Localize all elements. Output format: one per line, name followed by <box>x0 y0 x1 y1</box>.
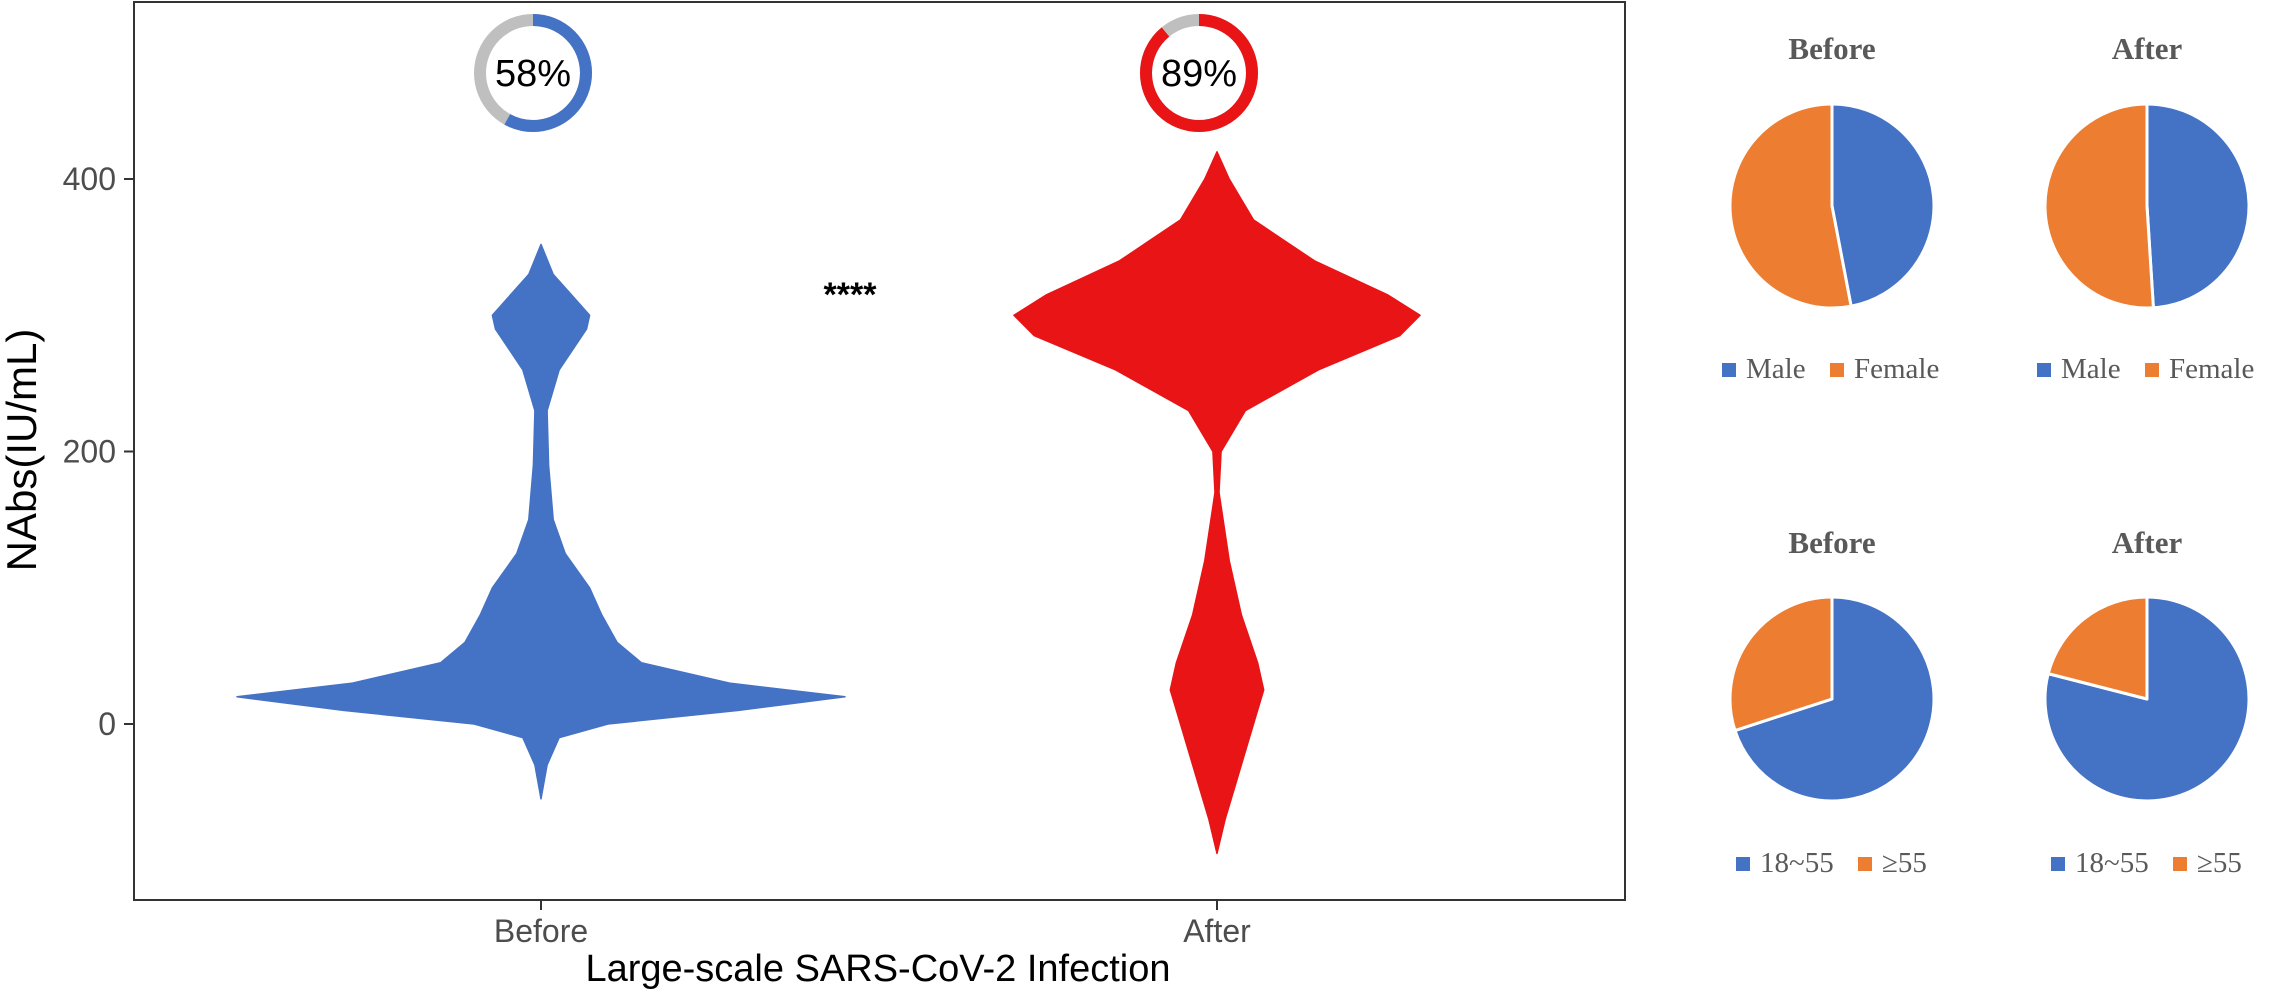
pie-slice <box>1830 102 1936 308</box>
legend-swatch <box>2037 363 2051 377</box>
violin-after <box>1013 151 1421 855</box>
significance-label: **** <box>824 276 878 314</box>
donut-percent-label: 89% <box>1161 53 1237 95</box>
y-axis-title: NAbs(IU/mL) <box>0 329 45 572</box>
plot-panel <box>133 1 1626 901</box>
pie-title: Before <box>1788 31 1875 66</box>
violin-before <box>236 243 846 800</box>
pie-slice <box>2046 595 2149 701</box>
donut-arc <box>1140 14 1258 132</box>
donut-arc <box>474 14 592 132</box>
violin-layer <box>236 151 1421 855</box>
y-tick-label: 0 <box>98 706 116 742</box>
pie-slice <box>2145 102 2251 310</box>
x-axis: Before After <box>494 900 1251 949</box>
donut-layer: 58% 89% <box>474 14 1258 132</box>
legend-label: 18~55 <box>1760 847 1834 879</box>
y-tick-label: 200 <box>63 434 116 470</box>
legend-swatch <box>1736 857 1750 871</box>
legend-swatch <box>2173 857 2187 871</box>
x-tick-label: Before <box>494 913 588 949</box>
y-tick-label: 400 <box>63 161 116 197</box>
legend-label: ≥55 <box>2197 847 2242 879</box>
legend-label: Female <box>1854 353 1939 385</box>
donut-percent-label: 58% <box>495 53 571 95</box>
pie-title: After <box>2112 31 2183 66</box>
legend-label: Male <box>2061 353 2121 385</box>
pie-slice <box>1728 595 1834 733</box>
pie-title: After <box>2112 525 2183 560</box>
legend-swatch <box>1830 363 1844 377</box>
legend-label: Male <box>1746 353 1806 385</box>
legend-label: 18~55 <box>2075 847 2149 879</box>
x-axis-title: Large-scale SARS-CoV-2 Infection <box>585 948 1170 990</box>
x-tick-label: After <box>1183 913 1251 949</box>
legend-swatch <box>1858 857 1872 871</box>
pie-slice <box>1728 102 1853 310</box>
legend-swatch <box>2145 363 2159 377</box>
pie-title: Before <box>1788 525 1875 560</box>
pie-slice <box>2043 102 2155 310</box>
legend-label: ≥55 <box>1882 847 1927 879</box>
legend-swatch <box>2051 857 2065 871</box>
legend-label: Female <box>2169 353 2254 385</box>
pie-slice <box>1733 595 1936 803</box>
legend-swatch <box>1722 363 1736 377</box>
y-axis: 0 200 400 <box>63 161 134 742</box>
pie-layer: Before Male Female After Male Female Before 18~… <box>1722 31 2254 879</box>
pie-slice <box>2043 595 2251 803</box>
